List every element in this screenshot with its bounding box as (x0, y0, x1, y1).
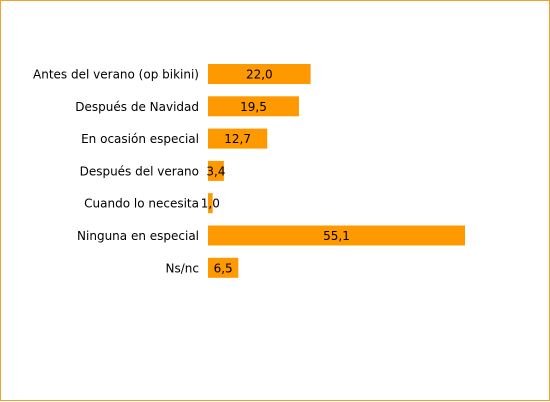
value-label: 19,5 (240, 100, 267, 114)
bar (208, 128, 268, 149)
bar (208, 160, 224, 181)
value-label: 3,4 (206, 164, 225, 178)
bar (208, 257, 239, 278)
category-label: Después de Navidad (75, 100, 199, 114)
category-label: Cuando lo necesita (84, 197, 199, 211)
value-label: 22,0 (246, 68, 273, 82)
category-label: En ocasión especial (81, 132, 199, 146)
category-label: Antes del verano (op bikini) (33, 68, 199, 82)
value-label: 55,1 (323, 229, 350, 243)
category-label: Ninguna en especial (77, 229, 199, 243)
value-label: 6,5 (214, 261, 233, 275)
category-label: Después del verano (80, 164, 199, 178)
bar (208, 225, 465, 246)
value-labels: 22,0 19,5 12,7 3,4 1,0 55,1 6,5 (201, 68, 350, 276)
bar (208, 193, 213, 214)
bar (208, 64, 311, 84)
value-label: 12,7 (224, 132, 251, 146)
category-labels: Antes del verano (op bikini) Después de N… (33, 68, 199, 276)
bar (208, 96, 299, 117)
category-label: Ns/nc (166, 261, 199, 275)
bars (208, 64, 465, 278)
value-label: 1,0 (201, 197, 220, 211)
